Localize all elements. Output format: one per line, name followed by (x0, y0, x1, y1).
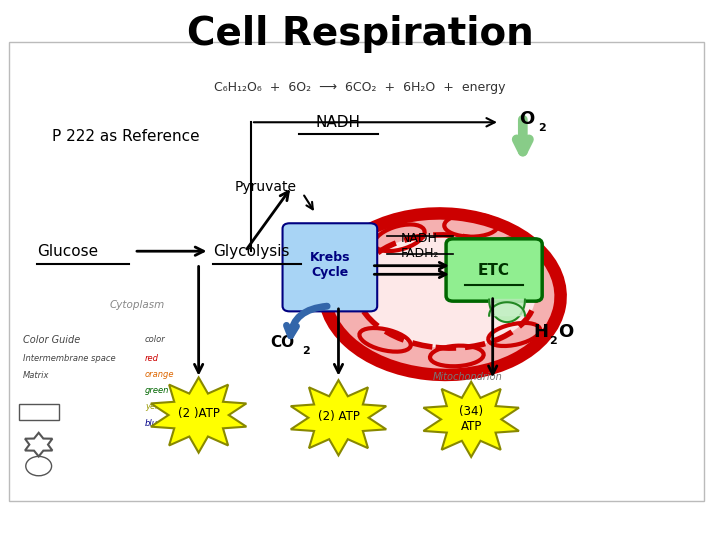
Text: 2: 2 (538, 123, 546, 133)
Text: Pyruvate: Pyruvate (234, 180, 297, 194)
Text: H: H (534, 323, 549, 341)
Bar (19, 404, 59, 421)
Text: (2 )ATP: (2 )ATP (178, 408, 220, 421)
Text: green: green (145, 387, 169, 395)
Text: orange: orange (145, 370, 174, 379)
Text: 2: 2 (549, 336, 557, 346)
Text: Cell Respiration: Cell Respiration (186, 15, 534, 52)
Text: (34)
ATP: (34) ATP (459, 406, 483, 433)
Text: ETC: ETC (478, 262, 510, 278)
Text: Glycolysis: Glycolysis (213, 244, 289, 259)
Text: (2) ATP: (2) ATP (318, 410, 359, 423)
Polygon shape (151, 377, 246, 453)
Text: Krebs
Cycle: Krebs Cycle (310, 251, 350, 279)
Text: red: red (145, 354, 159, 363)
Text: Mitochondrion: Mitochondrion (433, 373, 503, 382)
Polygon shape (489, 302, 525, 316)
Text: NADH
FADH₂: NADH FADH₂ (400, 232, 438, 260)
Text: CO: CO (270, 335, 294, 350)
Polygon shape (489, 300, 525, 322)
FancyBboxPatch shape (446, 239, 542, 301)
Text: Glucose: Glucose (37, 244, 99, 259)
Ellipse shape (356, 235, 536, 348)
Text: blue: blue (145, 418, 163, 428)
Polygon shape (291, 380, 386, 455)
Text: yellow: yellow (145, 402, 171, 411)
Text: 2: 2 (302, 346, 310, 355)
Ellipse shape (324, 213, 561, 375)
Text: C₆H₁₂O₆  +  6O₂  ⟶  6CO₂  +  6H₂O  +  energy: C₆H₁₂O₆ + 6O₂ ⟶ 6CO₂ + 6H₂O + energy (215, 81, 505, 94)
Text: NADH: NADH (316, 115, 361, 130)
Text: Cytoplasm: Cytoplasm (110, 300, 166, 310)
Bar (9, 42, 704, 501)
Text: Intermembrane space: Intermembrane space (23, 354, 115, 363)
Polygon shape (423, 382, 519, 457)
Text: Color Guide: Color Guide (23, 335, 80, 345)
Text: P 222 as Reference: P 222 as Reference (52, 129, 199, 144)
Text: O: O (558, 323, 573, 341)
Text: color: color (145, 335, 166, 345)
Text: O: O (519, 110, 534, 127)
FancyBboxPatch shape (282, 223, 377, 312)
Text: Matrix: Matrix (23, 372, 50, 380)
